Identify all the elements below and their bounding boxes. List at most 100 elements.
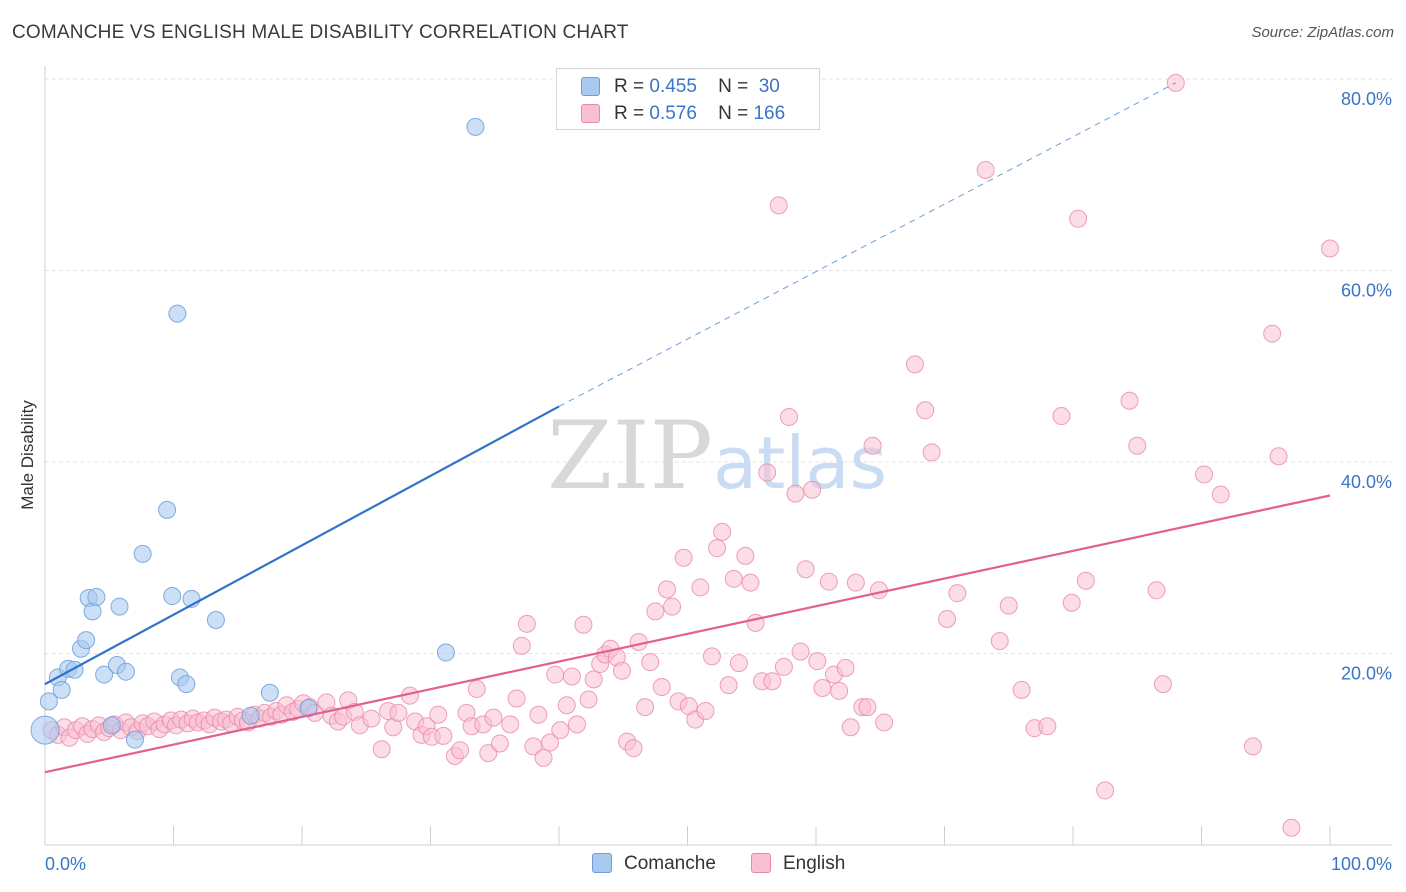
english-point <box>546 665 565 684</box>
english-point <box>490 734 509 753</box>
english-point <box>999 596 1018 615</box>
english-point <box>774 657 793 676</box>
english-point <box>1263 324 1282 343</box>
english-point <box>922 443 941 462</box>
comanche-point <box>168 304 187 323</box>
comanche-point <box>52 680 71 699</box>
watermark-zip: ZIP <box>547 402 713 511</box>
english-point <box>729 654 748 673</box>
english-point <box>976 160 995 179</box>
tick-labels: 20.0% 40.0% 60.0% 80.0% 0.0% 100.0% <box>45 89 1392 874</box>
comanche-point <box>206 610 225 629</box>
english-point <box>1012 680 1031 699</box>
english-point <box>841 718 860 737</box>
english-point <box>501 715 520 734</box>
english-point <box>813 678 832 697</box>
r-label: R = <box>614 76 645 97</box>
comanche-point <box>241 706 260 725</box>
english-point <box>863 436 882 455</box>
source-label: Source: ZipAtlas.com <box>1251 24 1394 41</box>
grid-lines <box>45 78 1392 654</box>
english-point <box>1282 818 1301 837</box>
english-point <box>529 705 548 724</box>
english-point <box>1069 209 1088 228</box>
english-point <box>484 708 503 727</box>
english-point <box>646 602 665 621</box>
english-point <box>1243 737 1262 756</box>
comanche-point <box>87 588 106 607</box>
n-value: 30 <box>758 76 780 97</box>
comanche-point <box>133 544 152 563</box>
comanche-point <box>77 631 96 650</box>
english-point <box>803 480 822 499</box>
comanche-trend-line <box>44 405 560 686</box>
english-swatch <box>581 104 600 123</box>
stats-box: R = 0.455 N = 30 R = 0.576 N = 166 <box>556 68 820 130</box>
y-tick-label: 40.0% <box>1341 472 1392 492</box>
english-point <box>1269 447 1288 466</box>
english-point <box>736 546 755 565</box>
english-point <box>434 726 453 745</box>
english-point <box>567 715 586 734</box>
english-point <box>479 744 498 763</box>
english-point <box>624 739 643 758</box>
english-point <box>534 748 553 767</box>
english-point <box>1211 485 1230 504</box>
english-point <box>1038 717 1057 736</box>
data-points <box>30 73 1339 837</box>
comanche-swatch <box>581 77 600 96</box>
english-point <box>1153 675 1172 694</box>
english-point <box>791 642 810 661</box>
english-point <box>584 670 603 689</box>
comanche-point <box>30 715 60 745</box>
comanche-point <box>125 730 144 749</box>
english-point <box>1052 407 1071 426</box>
n-label: N = <box>718 103 749 124</box>
y-tick-label: 60.0% <box>1341 281 1392 301</box>
english-point <box>786 484 805 503</box>
english-point <box>769 196 788 215</box>
english-point <box>948 584 967 603</box>
trend-lines <box>44 82 1331 774</box>
english-point <box>702 647 721 666</box>
legend-swatch-comanche <box>592 853 612 873</box>
english-point <box>674 548 693 567</box>
english-point <box>830 681 849 700</box>
english-point <box>780 407 799 426</box>
english-point <box>524 737 543 756</box>
comanche-point <box>110 597 129 616</box>
english-point <box>691 578 710 597</box>
english-point <box>512 636 531 655</box>
english-point <box>696 701 715 720</box>
english-point <box>507 689 526 708</box>
english-point <box>1076 571 1095 590</box>
english-point <box>741 573 760 592</box>
english-point <box>663 597 682 616</box>
y-tick-label: 20.0% <box>1341 664 1392 684</box>
comanche-point <box>158 500 177 519</box>
english-point <box>875 713 894 732</box>
english-point <box>467 679 486 698</box>
english-point <box>1096 781 1115 800</box>
axes <box>44 66 1392 846</box>
x-tick-label: 0.0% <box>45 854 86 874</box>
n-value: 166 <box>753 103 786 124</box>
legend-label-english: English <box>783 853 846 874</box>
english-point <box>1321 239 1339 258</box>
comanche-point <box>39 692 58 711</box>
english-point <box>905 355 924 374</box>
comanche-point <box>116 662 135 681</box>
english-point <box>763 672 782 691</box>
english-point <box>858 698 877 717</box>
english-point <box>551 721 570 740</box>
english-point <box>562 667 581 686</box>
english-point <box>636 698 655 717</box>
english-point <box>657 580 676 599</box>
english-point <box>389 703 408 722</box>
comanche-point <box>102 716 121 735</box>
english-point <box>429 705 448 724</box>
r-label: R = <box>614 103 645 124</box>
english-point <box>724 569 743 588</box>
comanche-point <box>177 675 196 694</box>
